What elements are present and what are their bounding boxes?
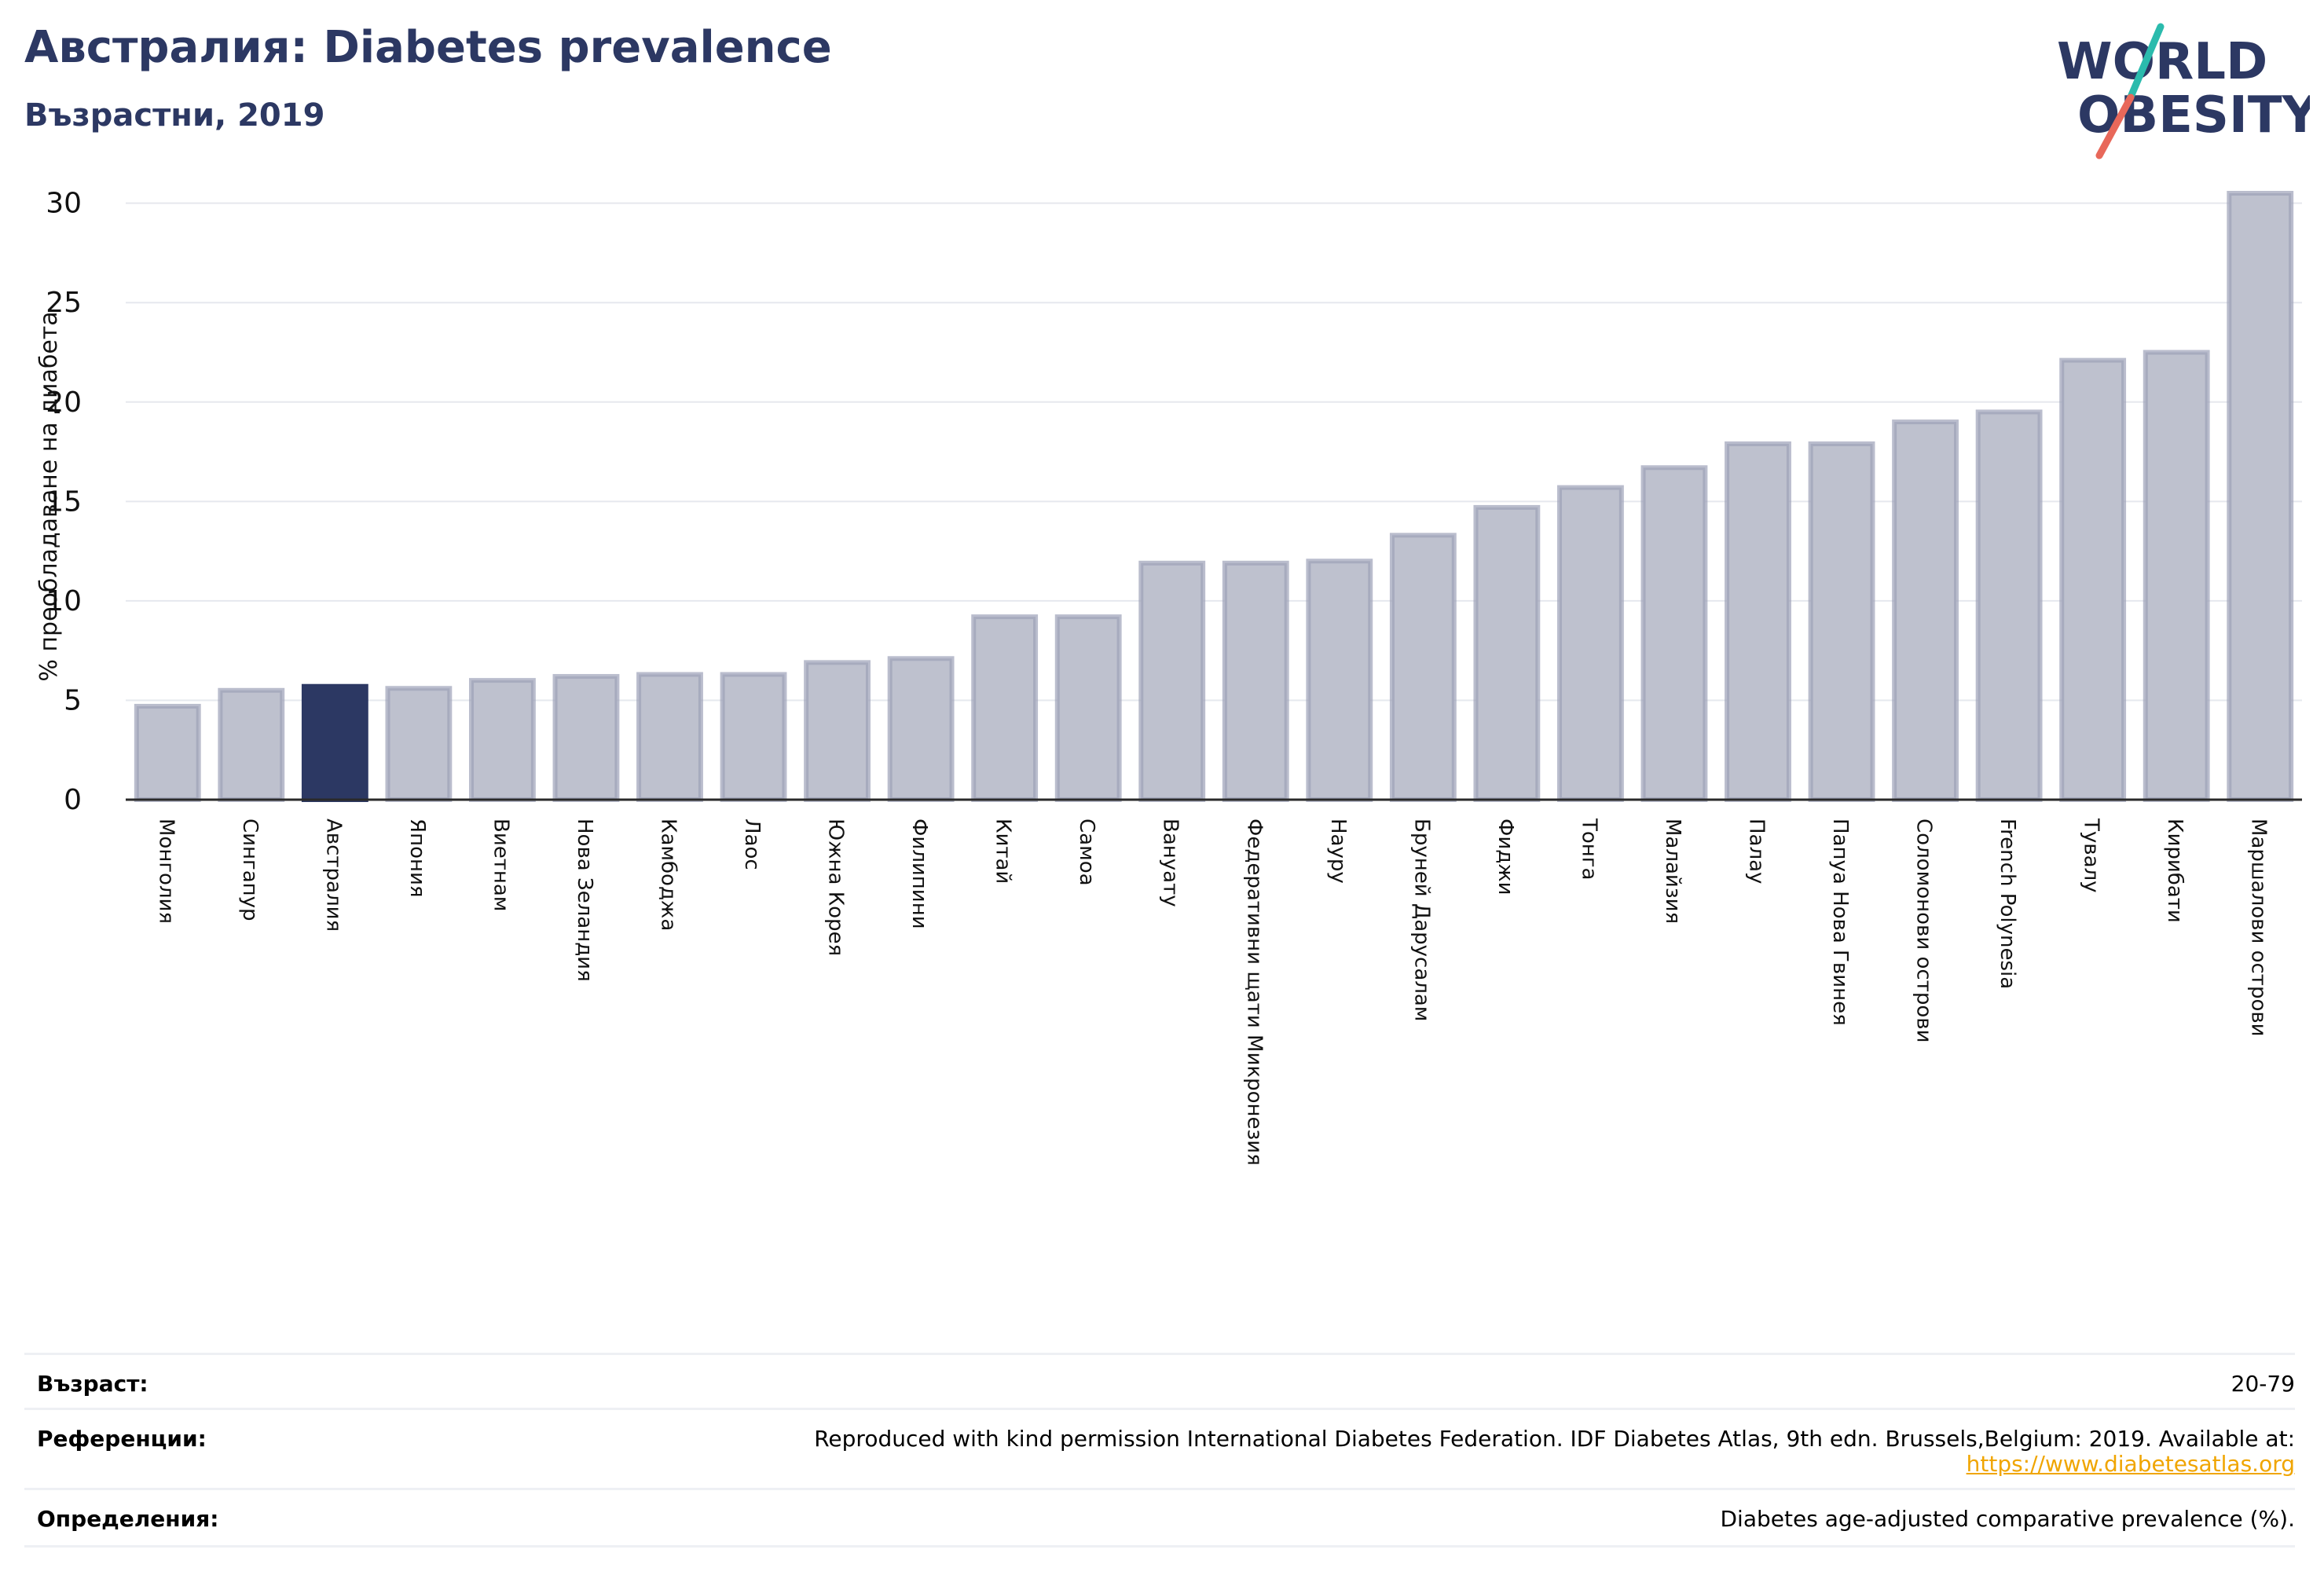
x-tick-label: Палау (1745, 819, 1769, 884)
bar (1894, 422, 1956, 800)
meta-row-references: Референции: Reproduced with kind permiss… (24, 1408, 2295, 1490)
bar (387, 688, 449, 800)
y-tick-label: 5 (64, 684, 82, 716)
x-tick-label: Соломонови острови (1912, 819, 1936, 1042)
bar (2146, 352, 2208, 800)
x-tick-label: Тувалу (2080, 818, 2103, 893)
bar (1141, 563, 1203, 800)
x-tick-label: Южна Корея (824, 819, 848, 956)
metadata-table: Възраст: 20-79 Референции: Reproduced wi… (24, 1353, 2295, 1549)
x-tick-label: Малайзия (1661, 819, 1684, 924)
bar (1727, 444, 1789, 800)
x-tick-label: Филипини (907, 819, 931, 929)
references-link[interactable]: https://www.diabetesatlas.org (1967, 1451, 2295, 1477)
bar (137, 706, 199, 800)
bar (1644, 467, 1706, 800)
bar (1392, 535, 1454, 800)
x-tick-label: Папуа Нова Гвинея (1828, 819, 1852, 1026)
age-value: 20-79 (2231, 1371, 2295, 1397)
x-tick-label: Маршалови острови (2247, 819, 2271, 1037)
chart-bars (137, 193, 2291, 800)
definitions-value: Diabetes age-adjusted comparative preval… (1721, 1506, 2296, 1532)
x-tick-label: Лаос (740, 819, 764, 870)
x-tick-label: Самоа (1075, 819, 1098, 886)
x-tick-label: Бруней Дарусалам (1409, 819, 1433, 1021)
bar (2229, 193, 2291, 800)
x-axis-labels: Монголия Сингапур Австралия Япония Виетнам Но… (154, 818, 2270, 1166)
definitions-label: Определения: (37, 1506, 218, 1532)
bar (973, 617, 1036, 800)
bar (639, 675, 701, 800)
bar (1475, 507, 1538, 800)
y-axis-label: % преобладаване на диабета (35, 311, 63, 681)
x-tick-label: French Polynesia (1996, 819, 2019, 989)
meta-row-age: Възраст: 20-79 (24, 1353, 2295, 1410)
bar (723, 675, 785, 800)
x-tick-label: Монголия (154, 819, 178, 924)
y-tick-label: 30 (46, 188, 82, 220)
x-tick-label: Федеративни щати Микронезия (1242, 819, 1266, 1166)
chart-grid (126, 203, 2302, 701)
bar (1225, 563, 1287, 800)
x-tick-label: Науру (1326, 819, 1350, 884)
x-tick-label: Сингапур (238, 819, 262, 921)
x-tick-label: Австралия (321, 819, 345, 932)
bar (1058, 617, 1120, 800)
bar (304, 687, 366, 800)
bar (471, 680, 533, 800)
bar (1811, 444, 1873, 800)
bar (555, 676, 618, 800)
bar (1308, 561, 1370, 800)
x-tick-label: Китай (992, 819, 1015, 884)
x-tick-label: Кирибати (2163, 819, 2187, 923)
meta-row-definitions: Определения: Diabetes age-adjusted compa… (24, 1488, 2295, 1548)
age-label: Възраст: (37, 1371, 148, 1397)
x-tick-label: Япония (405, 819, 429, 898)
x-tick-label: Виетнам (489, 819, 512, 911)
references-text: Reproduced with kind permission Internat… (814, 1426, 2295, 1452)
bar (1560, 488, 1622, 800)
bar (890, 658, 952, 800)
x-tick-label: Тонга (1577, 818, 1600, 880)
x-tick-label: Камбоджа (657, 819, 680, 931)
x-tick-label: Нова Зеландия (573, 819, 596, 982)
x-tick-label: Вануату (1159, 819, 1182, 907)
x-tick-label: Фиджи (1494, 819, 1517, 896)
references-label: Референции: (37, 1426, 207, 1452)
bar (806, 662, 868, 800)
bar (220, 690, 282, 800)
bar (1978, 412, 2040, 800)
bar (2062, 361, 2124, 800)
y-tick-label: 0 (64, 784, 82, 816)
